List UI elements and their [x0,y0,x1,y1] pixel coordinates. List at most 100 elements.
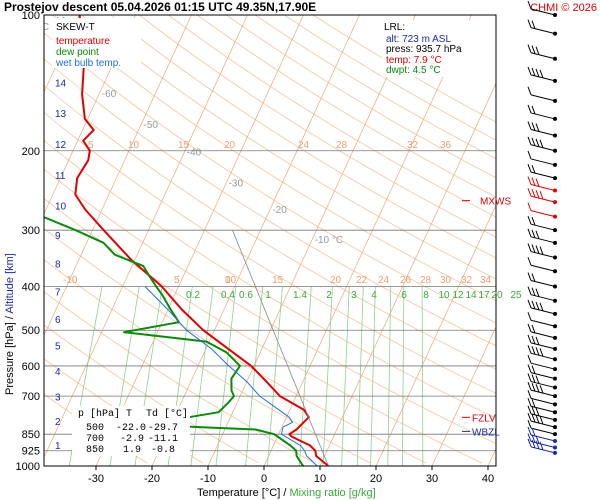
wind-barb [527,412,557,430]
adiabat-label: 10 [128,140,140,151]
wind-barb [527,272,557,289]
adiabat-label: 28 [336,140,348,151]
legend-dew-point: dew point [56,47,99,58]
wind-barb [527,334,557,351]
temperature-tick-label: 40 [482,473,494,485]
x-axis-title-mixing-ratio: Mixing ratio [g/kg] [289,487,375,499]
dry-adiabat [44,84,496,370]
pressure-tick-label: 1000 [16,461,40,473]
lrl-heading: LRL: [384,22,405,33]
adiabat-label: 34 [480,275,492,286]
isotherm-line [44,15,136,215]
level-table: p [hPa] T Td [°C] 500 -22.0 -29.7 700 -2… [78,408,188,456]
profile-dew-point [44,216,305,466]
y-axis-title: Pressure [hPa] / Altitude [km] [4,253,16,395]
mixing-ratio-label: 0.4 [221,290,235,301]
wind-barb [527,381,557,399]
mixing-ratio-label: 25 [510,290,522,301]
mixing-ratio-label: 10 [438,290,450,301]
altitude-tick-label: 10 [55,201,67,212]
lrl-box [382,20,490,77]
wind-barb [527,243,557,260]
isotherm-line [375,204,496,466]
isotherm-label: -50 [144,120,159,131]
lrl-pressure: press: 935.7 hPa [386,44,462,55]
mixing-ratio-line [245,286,264,466]
plot-frame [43,14,497,467]
level-label-mxws: MXWS [480,197,511,208]
dry-adiabat [44,259,371,464]
wind-barb-dot [553,335,557,340]
wind-barb [527,390,557,407]
wind-barb-dot [553,432,557,437]
adiabat-label: 36 [440,140,452,151]
mixing-ratio-label: 0.2 [186,290,200,301]
temperature-tick-label: -10 [200,473,216,485]
adiabat-label: 26 [400,275,412,286]
wind-barb-dot [553,116,557,121]
table-header-td: Td [°C] [146,408,188,420]
wind-barb [527,312,557,329]
mixing-ratio-label: 3 [351,290,357,301]
adiabat-label: 20 [224,140,236,151]
temperature-tick-label: -20 [144,473,160,485]
pressure-tick-label: 850 [22,429,40,441]
temperature-tick-label: 30 [426,473,438,485]
mixing-ratio-label: 1.4 [293,290,307,301]
wind-barb [527,419,557,437]
isotherm-label: -60 [102,89,117,100]
altitude-tick-label: 3 [55,392,61,403]
dry-adiabat [44,197,482,464]
wind-barb [527,0,557,17]
dry-adiabat [197,15,496,198]
level-table-box [72,406,190,456]
adiabat-label: 32 [461,275,473,286]
wind-barbs [527,0,557,455]
x-axis-title-temperature: Temperature [°C] [197,487,280,499]
isotherm-line [263,15,472,466]
wind-barb [527,433,557,450]
mixing-ratio-label: 12 [452,290,464,301]
wind-barb-dot [553,148,557,153]
wind-barb [527,176,557,193]
adiabat-label: 24 [298,140,310,151]
dry-adiabat [44,358,204,464]
mixing-ratio-line [341,286,350,466]
wind-barb-dot [553,357,557,362]
mixing-ratio-line [267,286,283,466]
dry-adiabat [44,228,427,464]
mixing-ratio-line [370,286,376,466]
wind-barb [527,398,557,415]
dry-adiabat [44,112,496,394]
wind-barb-dot [553,394,557,399]
wind-barb-dot [553,188,557,193]
dry-adiabat [44,168,496,445]
wind-barb [527,150,557,167]
table-cell: -29.7 [148,423,178,434]
adiabat-label: 28 [420,275,432,286]
y-axis-title-pressure: Pressure [hPa] [4,322,16,395]
wind-barb [527,438,557,455]
dry-adiabat [139,15,496,238]
adiabat-label: 24 [378,275,390,286]
isotherm-line [319,82,496,466]
dry-adiabat [284,15,496,141]
altitude-tick-label: 12 [55,140,67,151]
wind-barb [527,426,557,443]
pressure-tick-label: 500 [22,325,40,337]
altitude-tick-label: 14 [55,78,67,89]
mixing-ratio-label: 14 [465,290,477,301]
wind-barb [527,66,557,83]
wind-barb-dot [553,445,557,450]
isotherm-line [44,15,80,93]
wind-barb-dot [553,298,557,303]
legend-box [52,18,141,68]
isotherm-line [431,326,496,466]
adiabat-label: 30 [440,275,452,286]
wind-barb-dot [553,200,557,205]
altitude-tick-label: 2 [55,417,61,428]
pressure-tick-label: 300 [22,225,40,237]
table-cell: -2.9 [120,434,144,445]
wind-barb-dot [553,450,557,455]
